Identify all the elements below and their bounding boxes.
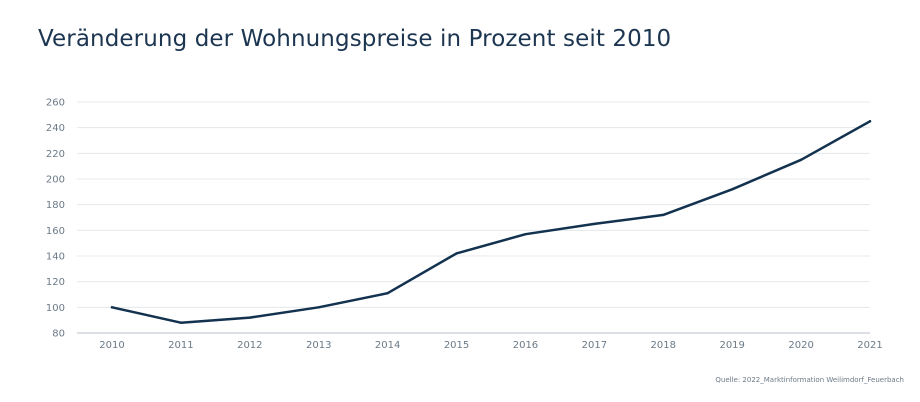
y-tick-label: 200	[46, 175, 65, 186]
x-axis-ticks: 2010 2011 2012 2013 2014 2015 2016 2017 2018 2019…	[99, 340, 882, 351]
data-point-2019	[730, 188, 734, 191]
y-tick-label: 260	[46, 98, 65, 109]
x-tick-label: 2015	[444, 340, 469, 351]
x-tick-label: 2016	[513, 340, 538, 351]
data-point-2020	[799, 158, 803, 161]
y-tick-label: 140	[46, 252, 65, 263]
data-point-2017	[593, 222, 596, 226]
x-tick-label: 2011	[168, 340, 193, 351]
data-point-2012	[248, 316, 252, 319]
series-layer	[110, 120, 872, 324]
y-tick-label: 100	[46, 303, 65, 314]
chart-title: Veränderung der Wohnungspreise in Prozen…	[38, 26, 672, 52]
source-note: Quelle: 2022_Marktinformation Weilimdorf…	[715, 376, 904, 384]
x-tick-label: 2020	[788, 340, 813, 351]
x-tick-label: 2017	[582, 340, 607, 351]
data-point-2018	[662, 213, 665, 217]
data-point-2013	[317, 306, 320, 309]
series-line-0	[110, 120, 872, 324]
x-tick-label: 2018	[651, 340, 676, 351]
x-tick-label: 2012	[237, 340, 262, 351]
data-point-2010	[110, 306, 114, 309]
y-tick-label: 80	[52, 329, 65, 340]
y-tick-label: 180	[46, 200, 65, 211]
x-tick-label: 2019	[719, 340, 744, 351]
x-tick-label: 2014	[375, 340, 400, 351]
data-point-2014	[386, 292, 389, 295]
data-point-2021	[868, 120, 872, 123]
gridlines	[77, 101, 870, 334]
x-tick-label: 2013	[306, 340, 331, 351]
data-point-2015	[455, 252, 458, 255]
x-tick-label: 2010	[99, 340, 124, 351]
x-tick-label: 2021	[857, 340, 882, 351]
y-axis-ticks: 80 100 120 140 160 180 200 220 240 260	[46, 98, 65, 340]
data-point-2016	[524, 232, 527, 236]
y-tick-label: 240	[46, 123, 65, 134]
data-point-2011	[179, 321, 183, 324]
y-tick-label: 120	[46, 277, 65, 288]
y-tick-label: 160	[46, 226, 65, 237]
y-tick-label: 220	[46, 149, 65, 160]
